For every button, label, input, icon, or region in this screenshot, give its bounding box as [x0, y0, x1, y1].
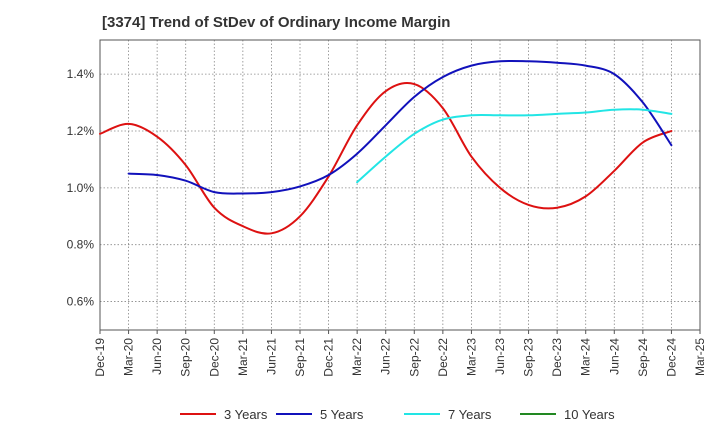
- y-tick-label: 1.0%: [67, 181, 95, 195]
- x-tick-label: Sep-22: [407, 338, 421, 377]
- y-tick-label: 1.2%: [67, 124, 95, 138]
- series-layer: [99, 59, 673, 235]
- series-line-3-years: [99, 82, 673, 235]
- x-tick-label: Jun-22: [379, 338, 393, 375]
- x-tick-label: Jun-23: [493, 338, 507, 375]
- x-tick-label: Jun-20: [150, 338, 164, 375]
- legend-label: 10 Years: [564, 407, 615, 422]
- x-tick-label: Mar-25: [693, 338, 707, 376]
- legend-label: 3 Years: [224, 407, 268, 422]
- legend-label: 7 Years: [448, 407, 492, 422]
- x-tick-label: Jun-24: [607, 338, 621, 375]
- x-tick-label: Sep-21: [293, 338, 307, 377]
- x-tick-label: Dec-22: [436, 338, 450, 377]
- x-tick-label: Dec-19: [93, 338, 107, 377]
- plot-frame: [99, 39, 701, 331]
- x-tick-label: Sep-20: [179, 338, 193, 377]
- y-tick-label: 1.4%: [67, 67, 95, 81]
- legend: 3 Years 5 Years 7 Years 10 Years: [180, 407, 615, 422]
- x-tick-label: Mar-22: [350, 338, 364, 376]
- x-tick-label: Sep-23: [522, 338, 536, 377]
- legend-label: 5 Years: [320, 407, 364, 422]
- x-tick-label: Mar-21: [236, 338, 250, 376]
- y-tick-label: 0.6%: [67, 295, 95, 309]
- y-tick-label: 0.8%: [67, 238, 95, 252]
- x-tick-label: Dec-20: [207, 338, 221, 377]
- x-tick-label: Mar-23: [464, 338, 478, 376]
- x-tick-label: Dec-23: [550, 338, 564, 377]
- x-tick-label: Sep-24: [636, 338, 650, 377]
- x-tick-label: Mar-20: [122, 338, 136, 376]
- axis-layer: 0.6% 0.8% 1.0% 1.2% 1.4% Dec-19 Mar-20 Jun-20 Se…: [67, 39, 707, 377]
- chart-title: [3374] Trend of StDev of Ordinary Income…: [102, 14, 451, 31]
- series-line-7-years: [356, 108, 673, 184]
- x-tick-label: Mar-24: [579, 338, 593, 376]
- x-tick-label: Jun-21: [264, 338, 278, 375]
- x-tick-label: Dec-21: [322, 338, 336, 377]
- x-tick-label: Dec-24: [664, 338, 678, 377]
- grid-layer: [99, 40, 701, 330]
- series-line-5-years: [127, 59, 673, 195]
